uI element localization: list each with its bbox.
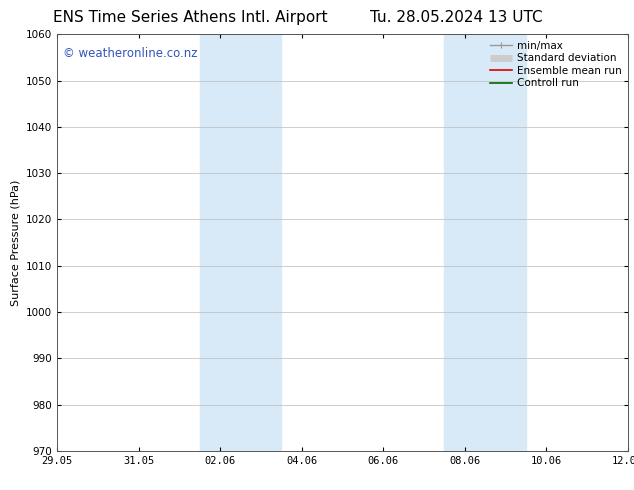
Y-axis label: Surface Pressure (hPa): Surface Pressure (hPa) — [10, 179, 20, 306]
Bar — [200, 34, 281, 451]
Text: © weatheronline.co.nz: © weatheronline.co.nz — [63, 47, 197, 60]
Text: ENS Time Series Athens Intl. Airport: ENS Time Series Athens Intl. Airport — [53, 10, 328, 24]
Bar — [444, 34, 526, 451]
Text: Tu. 28.05.2024 13 UTC: Tu. 28.05.2024 13 UTC — [370, 10, 543, 24]
Legend: min/max, Standard deviation, Ensemble mean run, Controll run: min/max, Standard deviation, Ensemble me… — [486, 37, 624, 92]
